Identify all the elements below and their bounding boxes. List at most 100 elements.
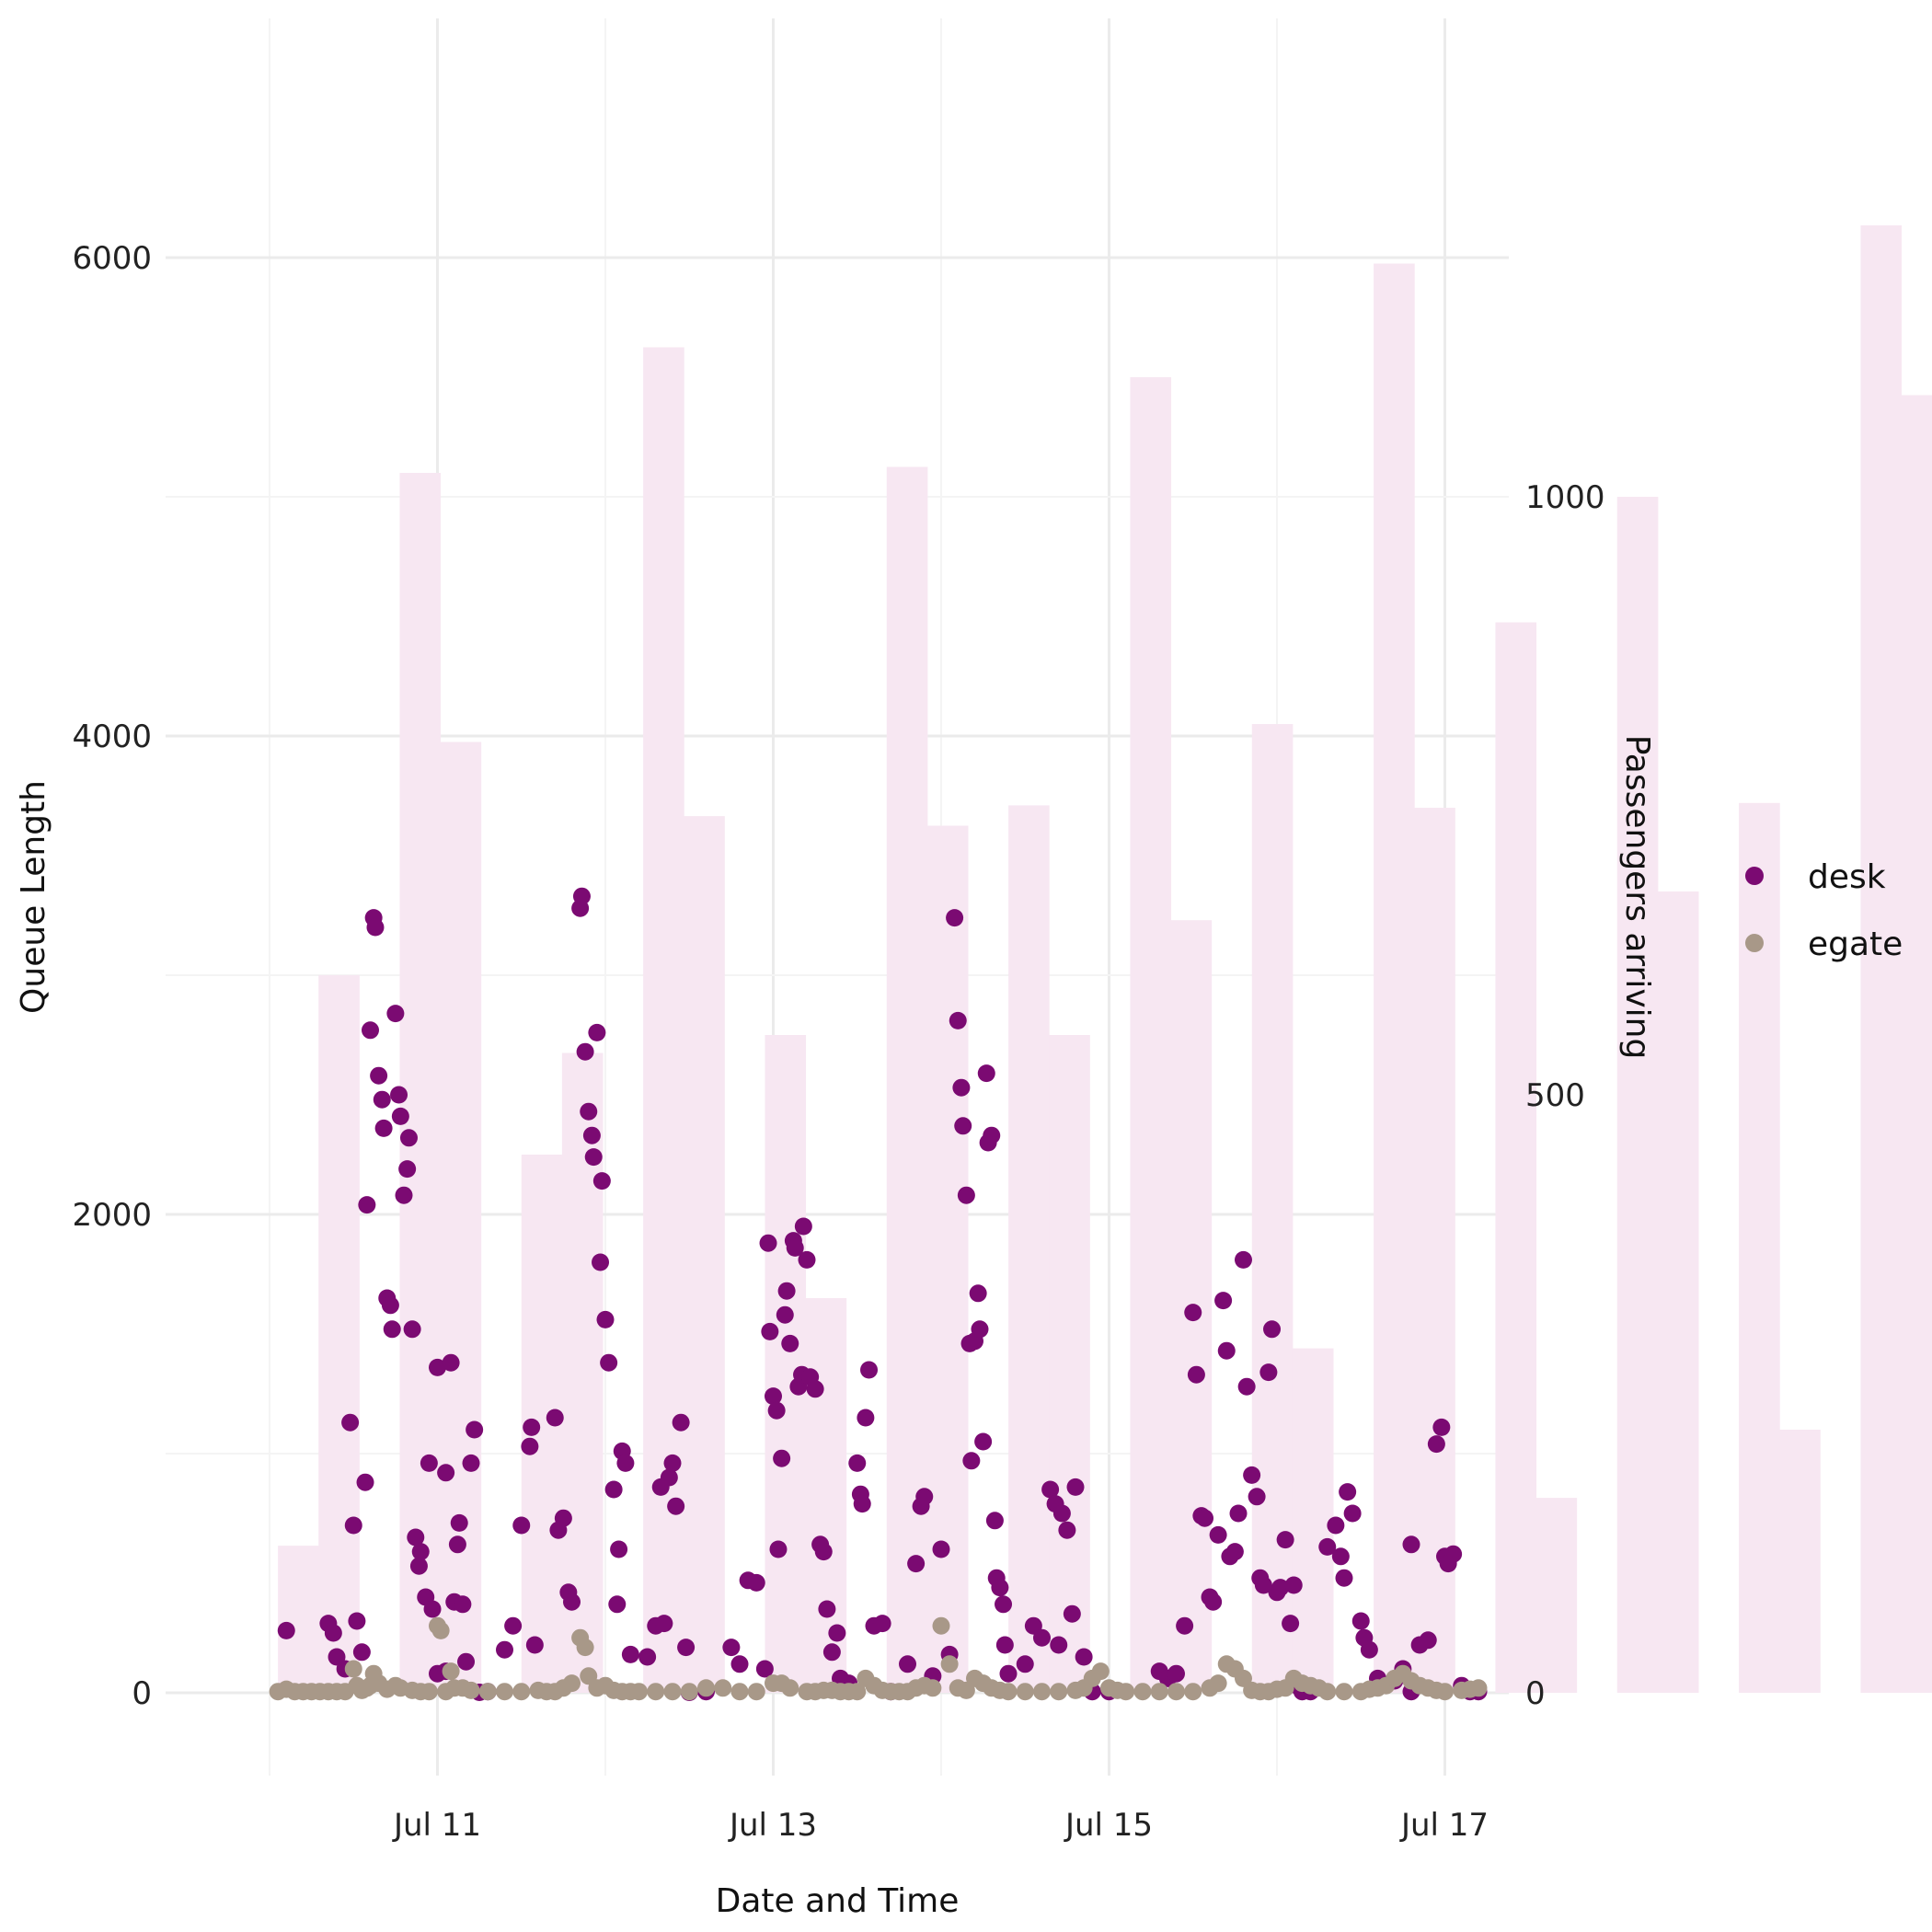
desk-point bbox=[390, 1086, 408, 1104]
egate-point bbox=[576, 1639, 594, 1657]
desk-point bbox=[747, 1573, 765, 1592]
egate-point bbox=[1209, 1674, 1227, 1693]
passenger-bar bbox=[1739, 802, 1780, 1693]
desk-point bbox=[374, 1119, 393, 1137]
tick-labels: Jul 11 Jul 13 Jul 15 Jul 17 0 2000 4000 6000 0 50… bbox=[72, 240, 1604, 1844]
egate-point bbox=[462, 1681, 480, 1699]
desk-point bbox=[1282, 1615, 1300, 1633]
egate-point bbox=[344, 1660, 362, 1678]
desk-point bbox=[818, 1600, 836, 1618]
desk-point bbox=[277, 1621, 295, 1639]
desk-point bbox=[765, 1387, 782, 1406]
desk-point bbox=[638, 1648, 657, 1666]
desk-point bbox=[563, 1593, 581, 1611]
desk-point bbox=[677, 1639, 696, 1657]
legend-egate-marker bbox=[1745, 934, 1764, 952]
desk-point bbox=[1187, 1365, 1205, 1384]
desk-point bbox=[983, 1126, 1001, 1144]
passenger-bar bbox=[1414, 808, 1455, 1693]
desk-point bbox=[663, 1454, 682, 1472]
desk-point bbox=[358, 1196, 376, 1214]
passenger-bar bbox=[1860, 224, 1903, 1693]
desk-point bbox=[857, 1409, 875, 1427]
desk-point bbox=[1254, 1576, 1272, 1594]
desk-point bbox=[1432, 1418, 1451, 1436]
egate-point bbox=[848, 1683, 867, 1701]
desk-point bbox=[383, 1320, 401, 1339]
desk-point bbox=[1419, 1631, 1437, 1650]
desk-point bbox=[999, 1664, 1018, 1683]
desk-point bbox=[1284, 1576, 1303, 1594]
desk-point bbox=[1167, 1664, 1185, 1683]
desk-point bbox=[1058, 1521, 1076, 1539]
desk-point bbox=[584, 1148, 603, 1167]
y2-tick-label: 1000 bbox=[1525, 479, 1605, 516]
desk-point bbox=[324, 1624, 342, 1642]
scatter-points bbox=[269, 887, 1488, 1701]
desk-point bbox=[437, 1464, 455, 1482]
desk-point bbox=[1176, 1616, 1194, 1635]
egate-point bbox=[1091, 1662, 1110, 1681]
desk-point bbox=[985, 1512, 1004, 1530]
y-tick-label: 4000 bbox=[72, 719, 152, 755]
desk-point bbox=[1360, 1640, 1378, 1659]
desk-point bbox=[954, 1117, 972, 1135]
egate-point bbox=[1016, 1683, 1034, 1701]
passenger-bar bbox=[278, 1546, 319, 1693]
desk-point bbox=[362, 1021, 379, 1040]
egate-point bbox=[431, 1621, 450, 1639]
desk-point bbox=[977, 1064, 995, 1083]
desk-point bbox=[442, 1353, 460, 1372]
desk-point bbox=[860, 1361, 879, 1379]
desk-point bbox=[348, 1612, 366, 1630]
passenger-bars bbox=[278, 224, 1932, 1693]
desk-point bbox=[776, 1305, 794, 1324]
desk-point bbox=[1259, 1363, 1278, 1382]
desk-point bbox=[504, 1616, 523, 1635]
desk-point bbox=[407, 1528, 425, 1547]
desk-point bbox=[1271, 1579, 1290, 1597]
desk-point bbox=[759, 1234, 777, 1252]
desk-point bbox=[366, 918, 385, 937]
desk-point bbox=[915, 1488, 934, 1506]
desk-point bbox=[769, 1540, 788, 1558]
desk-point bbox=[957, 1186, 975, 1204]
passenger-bar bbox=[399, 473, 442, 1693]
desk-point bbox=[521, 1437, 539, 1455]
desk-point bbox=[995, 1595, 1013, 1614]
desk-point bbox=[457, 1652, 476, 1671]
egate-point bbox=[680, 1683, 698, 1701]
desk-point bbox=[381, 1296, 399, 1315]
desk-point bbox=[580, 1102, 598, 1121]
desk-point bbox=[1351, 1612, 1370, 1630]
desk-point bbox=[798, 1250, 816, 1269]
desk-point bbox=[1052, 1504, 1071, 1523]
desk-point bbox=[344, 1516, 362, 1535]
passenger-bar bbox=[1374, 263, 1415, 1693]
y-axis-title: Queue Length bbox=[15, 780, 52, 1014]
desk-point bbox=[761, 1322, 779, 1340]
x-axis-title: Date and Time bbox=[716, 1882, 960, 1920]
desk-point bbox=[610, 1540, 628, 1558]
desk-point bbox=[1335, 1569, 1353, 1587]
y2-tick-label: 0 bbox=[1525, 1675, 1546, 1712]
y-tick-label: 2000 bbox=[72, 1197, 152, 1234]
desk-point bbox=[588, 1023, 606, 1041]
egate-point bbox=[647, 1683, 665, 1701]
egate-point bbox=[730, 1683, 749, 1701]
egate-point bbox=[714, 1679, 732, 1697]
desk-point bbox=[429, 1358, 446, 1376]
desk-point bbox=[1066, 1478, 1085, 1496]
passenger-bar bbox=[886, 466, 928, 1693]
desk-point bbox=[1204, 1593, 1223, 1611]
egate-point bbox=[747, 1683, 765, 1701]
egate-point bbox=[924, 1679, 942, 1697]
desk-point bbox=[1016, 1655, 1034, 1673]
desk-point bbox=[995, 1636, 1014, 1654]
desk-point bbox=[596, 1310, 615, 1328]
egate-point bbox=[1335, 1683, 1353, 1701]
desk-point bbox=[1225, 1543, 1244, 1561]
passenger-bar bbox=[765, 1035, 807, 1693]
desk-point bbox=[423, 1600, 442, 1618]
